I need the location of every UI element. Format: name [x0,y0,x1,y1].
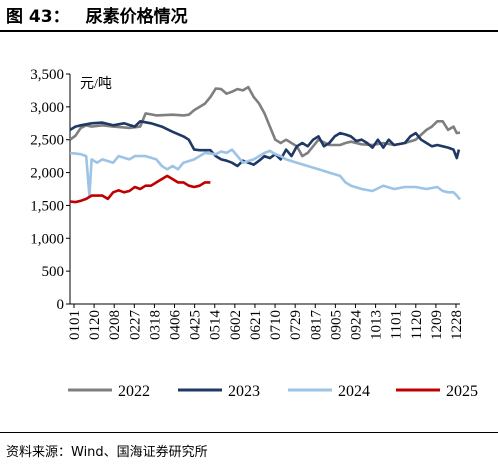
x-tick-label: 0905 [328,310,344,340]
x-tick-label: 0425 [188,310,204,340]
bottom-rule [0,432,498,433]
y-tick-label: 0 [57,297,65,313]
y-tick-label: 1,500 [30,198,64,214]
series-line-2023 [69,120,461,168]
legend-label-2025: 2025 [446,383,478,400]
x-tick-label: 0710 [268,310,284,340]
y-tick-label: 2,000 [30,166,64,182]
series-line-2025 [69,174,211,204]
x-tick-label: 0924 [348,310,364,341]
y-tick-label: 2,500 [30,133,64,149]
legend-label-2024: 2024 [338,383,370,400]
y-tick-label: 3,000 [30,100,64,116]
series-line-2022 [69,85,461,158]
legend: 2022 2023 2024 2025 [68,383,478,400]
figure-label: 图 43： [6,7,70,27]
x-tick-label: 0406 [168,310,184,341]
x-tick-label: 1120 [409,310,425,339]
x-tick-label: 0101 [67,310,83,340]
unit-label: 元/吨 [80,76,112,92]
x-tick-label: 1013 [369,310,385,340]
series-line-2024 [69,148,462,201]
series-lines [69,85,462,204]
x-tick-label: 0120 [87,310,103,340]
figure-title: 图 43： 尿素价格情况 [6,2,188,27]
x-tick-label: 0318 [147,310,163,340]
y-tick-label: 500 [42,264,65,280]
figure-title-text: 尿素价格情况 [85,7,188,27]
x-tick-label: 0602 [228,310,244,340]
x-tick-label: 0729 [288,310,304,340]
x-tick-label: 1101 [389,310,405,339]
x-tick-label: 0817 [308,310,324,341]
source-note: 资料来源：Wind、国海证券研究所 [6,445,208,460]
x-axis: 0101 0120 0208 0227 0318 0406 0425 0514 0602 0621… [67,303,465,341]
x-tick-label: 0621 [248,310,264,340]
x-tick-label: 1228 [449,310,465,340]
top-rule [0,30,498,32]
legend-label-2023: 2023 [228,383,260,400]
x-tick-label: 0514 [208,310,224,341]
y-tick-label: 3,500 [30,67,64,83]
x-tick-label: 0208 [107,310,123,340]
x-tick-label: 1209 [429,310,445,340]
y-tick-label: 1,000 [30,231,64,247]
x-tick-label: 0227 [127,310,143,341]
y-axis: 0 500 1,000 1,500 2,000 2,500 3,000 3,500 [30,67,71,313]
legend-label-2022: 2022 [118,383,150,400]
